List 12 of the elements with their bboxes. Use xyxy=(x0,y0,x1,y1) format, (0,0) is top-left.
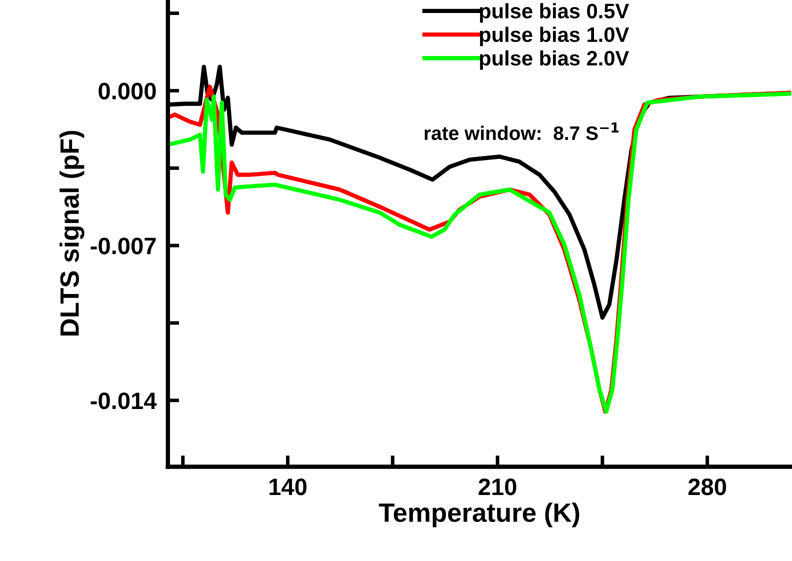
annotation: rate window: 8.7 S$^{−1}$ xyxy=(424,122,619,140)
x-tick-label: 210 xyxy=(478,478,516,496)
legend-label: pulse bias 2.0V xyxy=(480,50,629,70)
legend-label: pulse bias 1.0V xyxy=(480,26,629,46)
y-tick-label: -0.007 xyxy=(90,238,156,254)
y-axis-title: DLTS signal (pF) xyxy=(60,130,84,336)
x-axis-title: Temperature (K) xyxy=(378,502,580,528)
legend-label: pulse bias 0.5V xyxy=(480,3,629,23)
y-tick-label: -0.014 xyxy=(90,392,157,410)
y-tick-label: 0.000 xyxy=(98,82,156,100)
x-tick-label: 140 xyxy=(270,478,306,496)
x-tick-label: 280 xyxy=(688,478,726,496)
